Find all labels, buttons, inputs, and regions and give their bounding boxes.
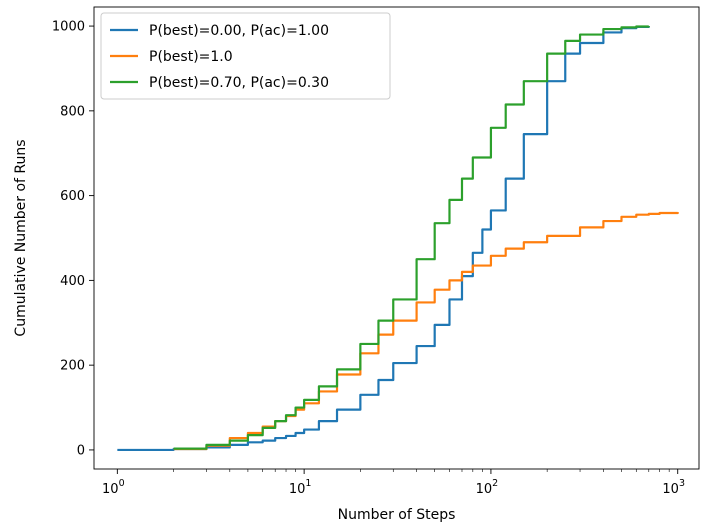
legend-label: P(best)=0.70, P(ac)=0.30 — [149, 75, 329, 91]
x-tick-label: 102 — [476, 478, 499, 497]
legend-label: P(best)=1.0 — [149, 49, 233, 65]
legend-box — [100, 12, 391, 100]
y-tick-label: 200 — [60, 359, 85, 374]
legend: P(best)=0.00, P(ac)=1.00 P(best)=1.0 P(bes… — [100, 12, 391, 100]
legend-items: P(best)=0.00, P(ac)=1.00 P(best)=1.0 P(bes… — [110, 23, 329, 91]
y-tick-label: 0 — [77, 443, 85, 458]
y-tick-label: 800 — [60, 104, 85, 119]
y-axis-label: Cumulative Number of Runs — [13, 139, 29, 336]
x-tick-label: 101 — [289, 478, 312, 497]
series-layer — [117, 25, 679, 452]
y-tick-label: 400 — [60, 274, 85, 289]
x-tick-label: 100 — [102, 478, 125, 497]
plot-frame — [93, 6, 700, 470]
y-tick-label: 600 — [60, 189, 85, 204]
y-tick-label: 1000 — [52, 20, 85, 35]
legend-label: P(best)=0.00, P(ac)=1.00 — [149, 23, 329, 39]
series-line-3 — [173, 25, 650, 450]
x-axis-ticks: 100 101 102 103 — [102, 469, 685, 497]
x-axis-label: Number of Steps — [338, 507, 456, 523]
y-axis-ticks: 0 200 400 600 800 1000 — [52, 20, 94, 458]
x-tick-label: 103 — [662, 478, 685, 497]
